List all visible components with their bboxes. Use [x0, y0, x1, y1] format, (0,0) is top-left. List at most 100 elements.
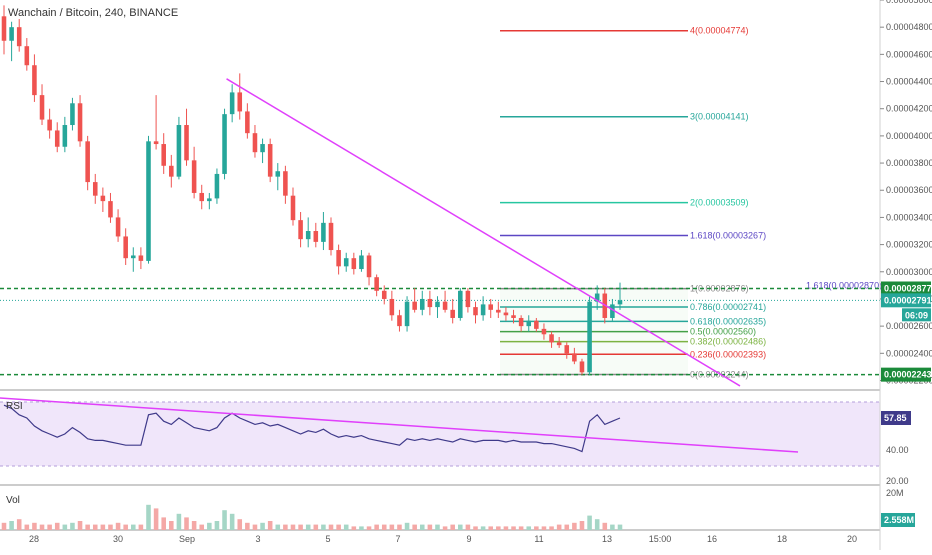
volume-bar: [617, 524, 623, 530]
candle-body: [488, 304, 493, 310]
volume-bar: [556, 524, 562, 530]
candle-body: [32, 65, 37, 96]
volume-bar: [503, 526, 509, 530]
candle-body: [397, 315, 402, 327]
candle-body: [138, 255, 144, 261]
volume-bar: [313, 524, 319, 530]
candle-body: [169, 165, 174, 177]
price-tick-label: 0.00002600: [886, 321, 932, 331]
countdown-tag-text: 06:09: [905, 310, 928, 320]
fib-level-label: 4(0.00004774): [690, 26, 749, 36]
level-price-tag-text: 0.00002243: [884, 370, 932, 380]
candle-body: [374, 277, 379, 291]
volume-value-tag: [881, 513, 915, 527]
date-tick-label: Sep: [179, 534, 195, 544]
volume-bar: [465, 524, 471, 530]
volume-bar: [222, 510, 227, 530]
volume-bar: [131, 524, 136, 530]
candle-body: [237, 92, 243, 112]
price-tick-label: 0.00004000: [886, 131, 932, 141]
candle-body: [503, 312, 509, 316]
candle-body: [564, 345, 570, 354]
volume-bar: [419, 524, 425, 530]
volume-bar: [602, 522, 608, 530]
candle-body: [541, 328, 547, 335]
candle-body: [9, 27, 14, 41]
price-trendline[interactable]: [226, 78, 741, 387]
date-tick-label: 5: [325, 534, 330, 544]
candle-body: [222, 114, 227, 174]
price-tick-label: 0.00005000: [886, 0, 932, 5]
volume-bar: [442, 526, 448, 530]
volume-bar: [374, 524, 379, 530]
volume-bar: [488, 526, 493, 530]
fib-levels[interactable]: 4(0.00004774) 3(0.00004141) 2(0.00003509) 1…: [500, 26, 882, 380]
price-tick-label: 0.00003800: [886, 158, 932, 168]
date-tick-label: 28: [29, 534, 39, 544]
candle-body: [465, 290, 471, 308]
candle-body: [343, 258, 349, 267]
price-tick-label: 0.00002400: [886, 348, 932, 358]
candle-body: [199, 192, 205, 202]
volume-bar: [184, 517, 189, 530]
volume-bar: [54, 522, 60, 530]
candle-body: [252, 133, 258, 153]
candle-body: [556, 342, 562, 346]
candle-body: [305, 231, 311, 240]
candle-body: [549, 334, 554, 343]
date-tick-label: 15:00: [649, 534, 672, 544]
candle-body: [54, 130, 60, 147]
volume-label: Vol: [6, 495, 20, 506]
candle-body: [207, 198, 212, 202]
price-tick-label: 0.00003400: [886, 212, 932, 222]
candle-body: [328, 222, 334, 251]
candle-body: [39, 95, 45, 120]
volume-bar: [526, 526, 532, 530]
candle-body: [267, 144, 273, 177]
countdown-tag: [902, 308, 931, 322]
rsi-pane: [0, 397, 880, 467]
candle-body: [473, 307, 478, 316]
date-tick-label: 20: [847, 534, 857, 544]
volume-bar: [16, 519, 22, 530]
candle-body: [381, 290, 387, 299]
volume-bar: [496, 526, 501, 530]
candle-body: [161, 144, 166, 166]
rsi-band: [0, 402, 880, 466]
candle-body: [579, 361, 585, 373]
candle-body: [351, 258, 357, 270]
date-axis[interactable]: 28 30 Sep 3 5 7 9 11 13 15:00 16 18 20: [29, 534, 857, 544]
candle-body: [146, 141, 151, 261]
volume-bar: [366, 526, 372, 530]
date-tick-label: 16: [707, 534, 717, 544]
candle-body: [450, 309, 455, 318]
volume-bar: [511, 526, 516, 530]
candle-body: [526, 320, 532, 327]
trendlines[interactable]: [226, 78, 741, 387]
current-price-tag-text: 0.00002791: [884, 295, 932, 305]
rsi-tick-label: 20.00: [886, 476, 909, 486]
candle-body: [290, 195, 296, 221]
volume-bar: [450, 524, 455, 530]
volume-bar: [176, 513, 182, 530]
rsi-trendline[interactable]: [0, 397, 799, 453]
candle-body: [275, 171, 281, 177]
fib-level-label: 0.786(0.00002741): [690, 302, 766, 312]
volume-bar: [199, 524, 205, 530]
volume-bar: [252, 524, 258, 530]
volume-bar: [359, 526, 364, 530]
volume-bar: [260, 522, 265, 530]
volume-bar: [32, 522, 37, 530]
candle-body: [24, 46, 30, 66]
candle-body: [572, 353, 577, 362]
price-tick-label: 0.00003600: [886, 185, 932, 195]
candle-body: [511, 315, 516, 318]
chart-title: Wanchain / Bitcoin, 240, BINANCE: [8, 7, 178, 19]
fib-extension-label: 1.618(0.00002870): [806, 280, 882, 290]
volume-bar: [427, 524, 433, 530]
candle-body: [587, 301, 592, 373]
volume-bar: [564, 524, 570, 530]
volume-bar: [108, 524, 113, 530]
